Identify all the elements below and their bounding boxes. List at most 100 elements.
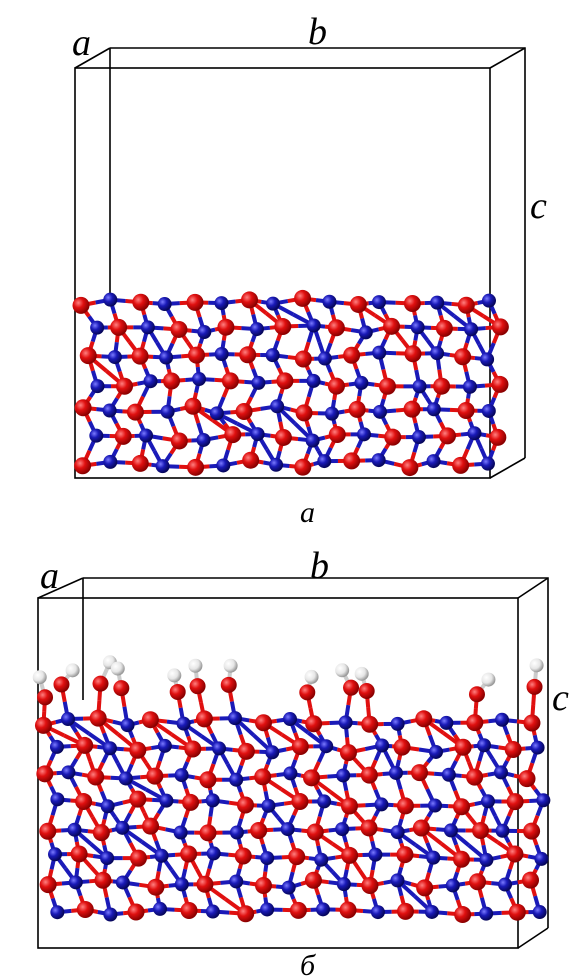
atom: [531, 741, 545, 755]
atom: [115, 428, 132, 445]
atom: [121, 718, 135, 732]
atom: [469, 686, 485, 702]
atom: [489, 429, 506, 446]
atom: [101, 799, 115, 813]
atom: [523, 715, 540, 732]
atom: [350, 296, 367, 313]
atom: [322, 295, 336, 309]
atom: [222, 372, 239, 389]
atom: [53, 676, 69, 692]
atom: [207, 846, 221, 860]
atom: [294, 290, 311, 307]
atom: [103, 908, 117, 922]
atom: [80, 347, 97, 364]
atom: [255, 877, 272, 894]
atom: [455, 739, 472, 756]
atom: [458, 402, 475, 419]
atom: [108, 350, 122, 364]
atom: [339, 715, 353, 729]
atom: [159, 351, 173, 365]
atom: [436, 320, 453, 337]
atom: [260, 851, 274, 865]
atom: [39, 823, 56, 840]
axis-label: b: [310, 545, 329, 587]
atom: [241, 291, 258, 308]
atom: [372, 453, 386, 467]
atom: [237, 797, 254, 814]
atom: [454, 348, 471, 365]
atom: [296, 404, 313, 421]
panel-caption: б: [300, 949, 316, 979]
atom: [103, 404, 117, 418]
atom: [184, 398, 201, 415]
atom: [343, 452, 360, 469]
atom: [175, 877, 189, 891]
atom: [224, 426, 241, 443]
atom: [89, 429, 103, 443]
atom: [229, 773, 243, 787]
axis-label: b: [308, 11, 327, 53]
atom: [294, 459, 311, 476]
atom: [90, 321, 104, 335]
atom: [37, 689, 53, 705]
atom: [270, 399, 284, 413]
atom: [77, 901, 94, 918]
atom: [147, 879, 164, 896]
atom: [119, 771, 133, 785]
atom: [161, 405, 175, 419]
atom: [303, 769, 320, 786]
atom: [74, 457, 91, 474]
atom: [318, 352, 332, 366]
atom: [430, 296, 444, 310]
atom: [242, 452, 259, 469]
atom: [372, 295, 386, 309]
atom: [141, 320, 155, 334]
atom: [291, 793, 308, 810]
atom: [66, 663, 80, 677]
atom: [132, 348, 149, 365]
atom: [275, 429, 292, 446]
atom: [116, 378, 133, 395]
atom: [429, 745, 443, 759]
figure: a b c a a b c б: [0, 0, 573, 979]
atom: [305, 670, 319, 684]
atom: [261, 799, 275, 813]
atom: [159, 794, 173, 808]
atom: [397, 797, 414, 814]
atom: [412, 430, 426, 444]
atom: [153, 902, 167, 916]
atom: [530, 658, 544, 672]
atom: [181, 902, 198, 919]
atom: [158, 297, 172, 311]
atom: [292, 738, 309, 755]
atom: [389, 766, 403, 780]
atom: [368, 848, 382, 862]
atom: [307, 824, 324, 841]
atom: [129, 742, 146, 759]
atom: [142, 711, 159, 728]
atom: [158, 739, 172, 753]
axis-label: c: [552, 677, 569, 719]
atom: [299, 684, 315, 700]
atom: [336, 768, 350, 782]
atom: [103, 455, 117, 469]
atom: [479, 907, 493, 921]
atom: [359, 325, 373, 339]
atom: [384, 429, 401, 446]
atom: [317, 794, 331, 808]
atom: [139, 428, 153, 442]
atom: [361, 767, 378, 784]
atom: [229, 874, 243, 888]
atom: [425, 905, 439, 919]
atom: [182, 794, 199, 811]
atom: [467, 426, 481, 440]
atom: [295, 351, 312, 368]
atom: [192, 372, 206, 386]
atom: [128, 903, 145, 920]
structure-slab: [33, 655, 551, 923]
atom: [216, 458, 230, 472]
atom: [239, 346, 256, 363]
atom: [170, 684, 186, 700]
atom: [238, 743, 255, 760]
atom: [230, 826, 244, 840]
